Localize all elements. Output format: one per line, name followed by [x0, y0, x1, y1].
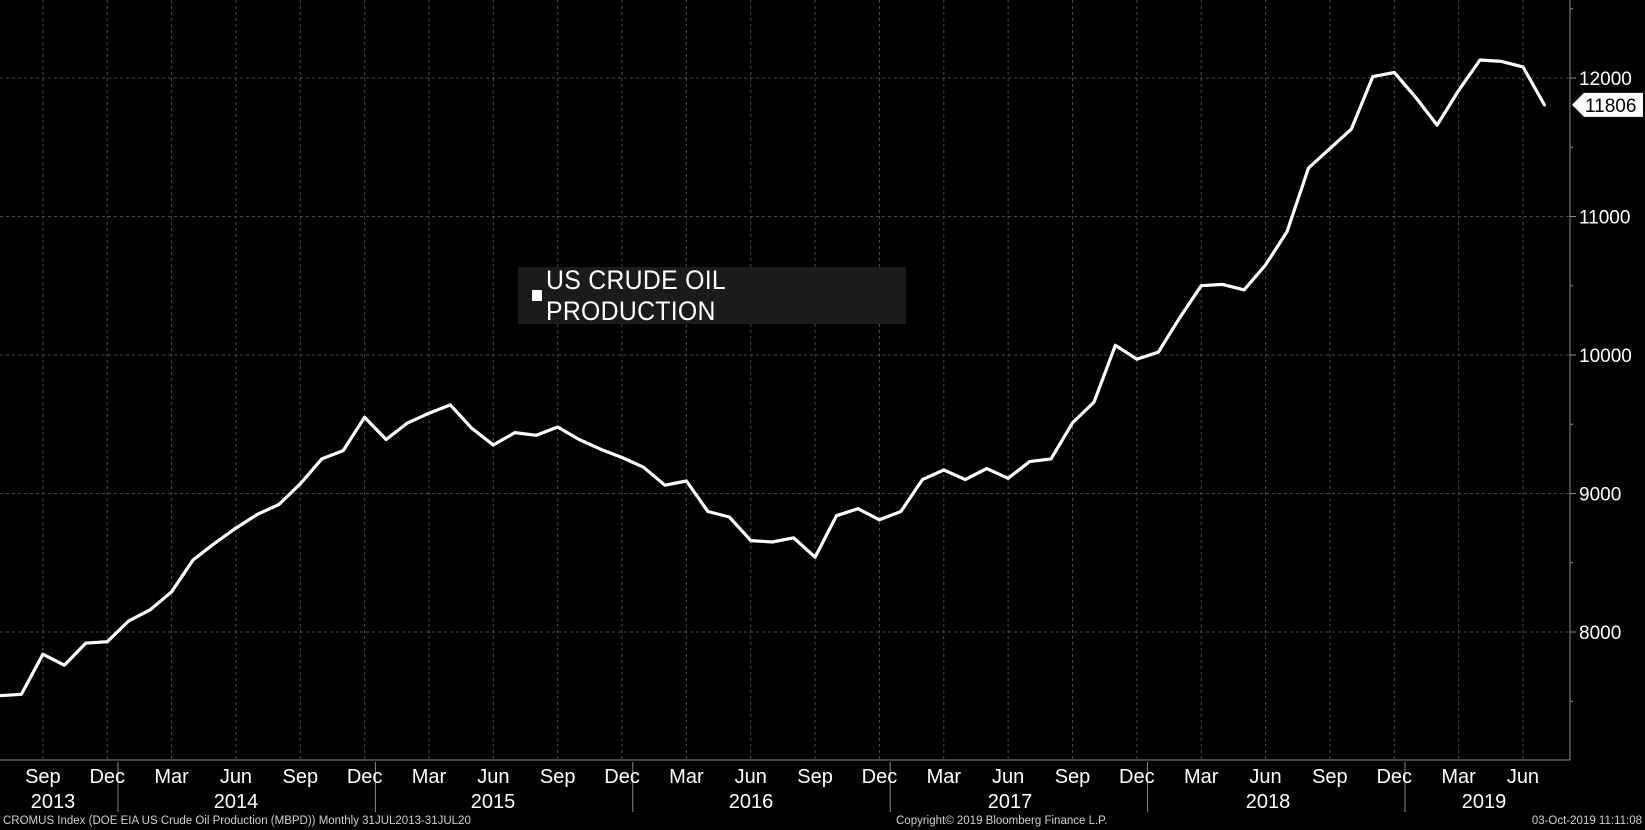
x-tick-label: Mar: [669, 766, 704, 788]
x-tick-label: Mar: [154, 766, 189, 788]
last-value-label: 11806: [1585, 96, 1636, 117]
legend-label: US CRUDE OIL PRODUCTION: [546, 264, 726, 326]
x-tick-label: Jun: [220, 766, 252, 788]
x-tick-label: Sep: [283, 766, 319, 788]
x-tick-label: Mar: [412, 766, 447, 788]
year-label: 2013: [31, 791, 76, 813]
series-layer: [0, 58, 1547, 698]
x-tick-label: Sep: [1055, 766, 1091, 788]
x-tick-label: Mar: [1184, 766, 1219, 788]
last-value-tag: 11806: [1572, 92, 1643, 117]
series-line: [0, 58, 1547, 698]
x-tick-label: Jun: [477, 766, 509, 788]
x-tick-label: Sep: [25, 766, 61, 788]
y-tick-label: 10000: [1579, 346, 1632, 367]
x-tick-label: Dec: [1119, 766, 1155, 788]
x-tick-label: Sep: [797, 766, 833, 788]
year-label: 2014: [214, 791, 259, 813]
footer-copyright: Copyright© 2019 Bloomberg Finance L.P.: [896, 815, 1108, 827]
x-tick-label: Jun: [992, 766, 1024, 788]
y-tick-label: 12000: [1579, 69, 1632, 90]
x-tick-label: Sep: [1312, 766, 1348, 788]
x-tick-label: Jun: [1249, 766, 1281, 788]
year-label: 2017: [988, 791, 1033, 813]
year-label: 2015: [471, 791, 516, 813]
footer-source: CROMUS Index (DOE EIA US Crude Oil Produ…: [3, 815, 471, 827]
x-tick-label: Sep: [540, 766, 576, 788]
footer-timestamp: 03-Oct-2019 11:11:08: [1531, 815, 1642, 827]
year-label: 2018: [1246, 791, 1291, 813]
year-label: 2019: [1462, 791, 1507, 813]
y-tick-label: 11000: [1579, 208, 1630, 229]
gridlines: [0, 0, 1570, 760]
x-tick-label: Dec: [347, 766, 383, 788]
last-value-badge: [1572, 92, 1643, 117]
x-tick-label: Mar: [927, 766, 962, 788]
year-label: 2016: [729, 791, 774, 813]
axis-labels: 8000 9000 10000 11000 12000 Sep Dec Mar Jun Sep De…: [25, 69, 1643, 813]
chart-legend: US CRUDE OIL PRODUCTION: [518, 264, 906, 326]
x-tick-label: Dec: [862, 766, 898, 788]
x-tick-label: Dec: [89, 766, 125, 788]
x-tick-label: Jun: [1507, 766, 1539, 788]
y-tick-label: 9000: [1579, 485, 1621, 506]
x-tick-label: Dec: [1376, 766, 1412, 788]
y-tick-label: 8000: [1579, 623, 1621, 644]
x-tick-label: Mar: [1441, 766, 1476, 788]
x-tick-label: Dec: [604, 766, 640, 788]
legend-swatch: [532, 290, 543, 301]
axes: [0, 0, 1576, 812]
x-tick-label: Jun: [735, 766, 767, 788]
